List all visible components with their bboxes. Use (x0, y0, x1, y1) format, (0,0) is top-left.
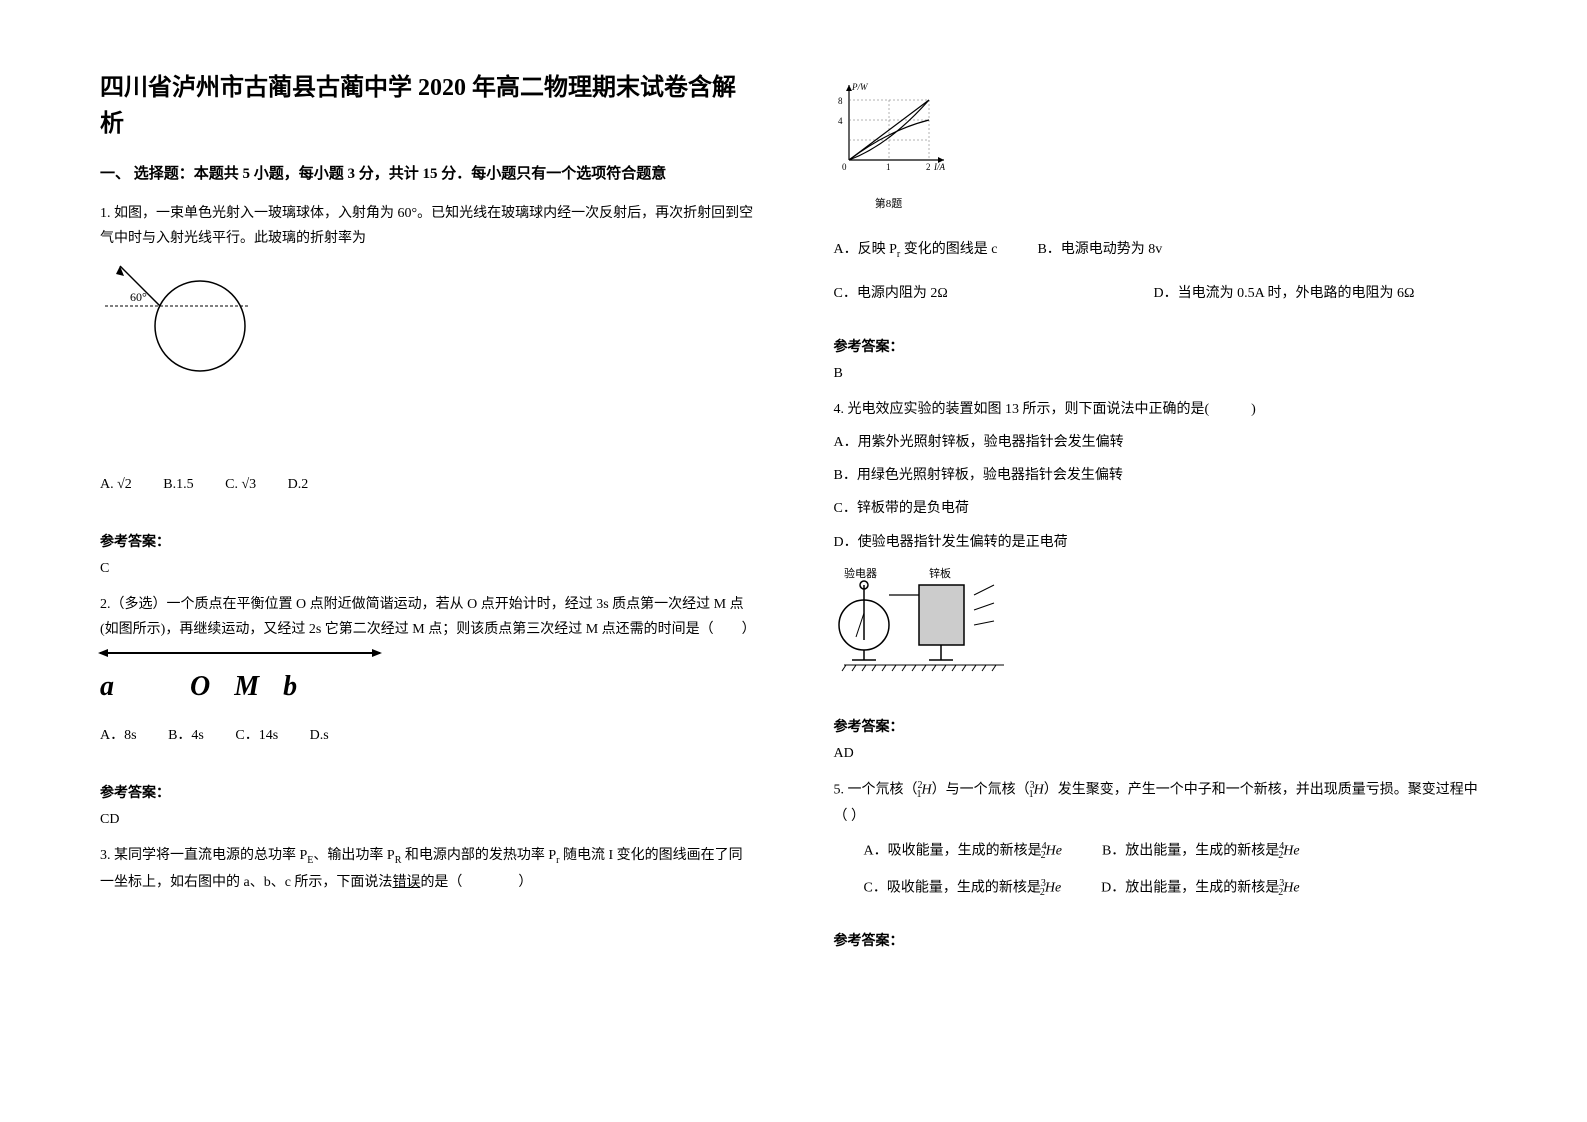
q4-figure: 验电器 锌板 (834, 565, 1488, 684)
zinc-plate-label: 锌板 (929, 566, 951, 580)
question-2: 2.（多选）一个质点在平衡位置 O 点附近做简谐运动，若从 O 点开始计时，经过… (100, 592, 754, 761)
question-1: 1. 如图，一束单色光射入一玻璃球体，入射角为 60°。已知光线在玻璃球内经一次… (100, 201, 754, 509)
q3-chart: 8 4 0 1 2 I/A P/W 第8题 (834, 80, 1488, 211)
q3-text: 3. 某同学将一直流电源的总功率 PE、输出功率 PR 和电源内部的发热功率 P… (100, 843, 754, 895)
q5-optC: C．吸收能量，生成的新核是32He (864, 875, 1062, 902)
q2-text: 2.（多选）一个质点在平衡位置 O 点附近做简谐运动，若从 O 点开始计时，经过… (100, 592, 754, 642)
q4-optA: A．用紫外光照射锌板，验电器指针会发生偏转 (834, 430, 1488, 455)
svg-text:I/A: I/A (933, 162, 945, 172)
q2-options: A．8s B．4s C．14s D.s (100, 722, 754, 750)
q1-text: 1. 如图，一束单色光射入一玻璃球体，入射角为 60°。已知光线在玻璃球内经一次… (100, 201, 754, 251)
q2-optD: D.s (310, 728, 329, 743)
chart-caption: 第8题 (834, 195, 944, 211)
q2-answer: CD (100, 812, 754, 828)
svg-text:P/W: P/W (851, 82, 869, 92)
svg-text:4: 4 (838, 116, 843, 126)
q5-optA: A．吸收能量，生成的新核是42He (864, 838, 1062, 865)
q4-text: 4. 光电效应实验的装置如图 13 所示，则下面说法中正确的是( ) (834, 397, 1488, 422)
electroscope-label: 验电器 (844, 566, 877, 580)
q3-prefix: 3. 某同学将一直流电源的总功率 P (100, 848, 307, 863)
q1-figure: 60° (100, 261, 754, 390)
q3-mid1: 、输出功率 P (313, 848, 394, 863)
svg-text:0: 0 (842, 162, 847, 172)
q3-answer: B (834, 366, 1488, 382)
svg-text:2: 2 (926, 162, 931, 172)
answer-label-4: 参考答案： (834, 716, 1488, 736)
fig-a: a (100, 671, 138, 702)
q1-optC: C. √3 (225, 477, 256, 492)
right-column: 8 4 0 1 2 I/A P/W 第8题 A．反映 Pr 变化的图线是 c B… (834, 70, 1488, 1052)
q1-answer: C (100, 561, 754, 577)
q2-optC: C．14s (235, 728, 278, 743)
question-3: 3. 某同学将一直流电源的总功率 PE、输出功率 PR 和电源内部的发热功率 P… (100, 843, 754, 903)
q4-optC: C．锌板带的是负电荷 (834, 496, 1488, 521)
question-4: 4. 光电效应实验的装置如图 13 所示，则下面说法中正确的是( ) A．用紫外… (834, 397, 1488, 694)
q3-options: A．反映 Pr 变化的图线是 c B．电源电动势为 8v C．电源内阻为 2Ω … (834, 236, 1488, 314)
q2-figure: a OMb (100, 652, 754, 712)
answer-label-3: 参考答案： (834, 336, 1488, 356)
fig-O: O (190, 671, 234, 702)
q4-answer: AD (834, 746, 1488, 762)
left-column: 四川省泸州市古蔺县古蔺中学 2020 年高二物理期末试卷含解析 一、 选择题：本… (100, 70, 754, 1052)
q1-optD: D.2 (288, 477, 309, 492)
q1-optA: A. √2 (100, 477, 132, 492)
q2-optA: A．8s (100, 728, 137, 743)
q3-optA: A．反映 Pr 变化的图线是 c (834, 236, 998, 265)
q4-optB: B．用绿色光照射锌板，验电器指针会发生偏转 (834, 463, 1488, 488)
answer-label-5: 参考答案： (834, 930, 1488, 950)
q5-text: 5. 一个氘核（21H）与一个氚核（31H）发生聚变，产生一个中子和一个新核，并… (834, 777, 1488, 830)
q2-optB: B．4s (168, 728, 204, 743)
answer-label-1: 参考答案： (100, 531, 754, 551)
svg-text:1: 1 (886, 162, 891, 172)
q3-mid2: 和电源内部的发热功率 P (401, 848, 556, 863)
q1-optB: B.1.5 (163, 477, 193, 492)
q3-end: 的是（ ） (420, 875, 532, 890)
fig-M: M (234, 671, 283, 702)
answer-label-2: 参考答案： (100, 782, 754, 802)
q1-options: A. √2 B.1.5 C. √3 D.2 (100, 471, 754, 499)
q5-optD: D．放出能量，生成的新核是32He (1101, 875, 1299, 902)
q3-optC: C．电源内阻为 2Ω (834, 280, 1114, 308)
q3-optB: B．电源电动势为 8v (1037, 236, 1162, 265)
svg-text:8: 8 (838, 96, 843, 106)
q5-optB: B．放出能量，生成的新核是42He (1102, 838, 1300, 865)
q4-optD: D．使验电器指针发生偏转的是正电荷 (834, 530, 1488, 555)
question-5: 5. 一个氘核（21H）与一个氚核（31H）发生聚变，产生一个中子和一个新核，并… (834, 777, 1488, 909)
section-header: 一、 选择题：本题共 5 小题，每小题 3 分，共计 15 分．每小题只有一个选… (100, 162, 754, 183)
fig-b: b (283, 671, 321, 702)
angle-label: 60° (130, 290, 147, 304)
q3-optD: D．当电流为 0.5A 时，外电路的电阻为 6Ω (1154, 280, 1415, 308)
page-title: 四川省泸州市古蔺县古蔺中学 2020 年高二物理期末试卷含解析 (100, 70, 754, 142)
q3-error: 错误 (392, 875, 420, 890)
